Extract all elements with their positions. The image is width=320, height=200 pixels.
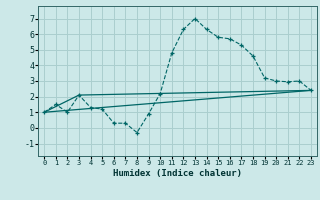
X-axis label: Humidex (Indice chaleur): Humidex (Indice chaleur) [113, 169, 242, 178]
